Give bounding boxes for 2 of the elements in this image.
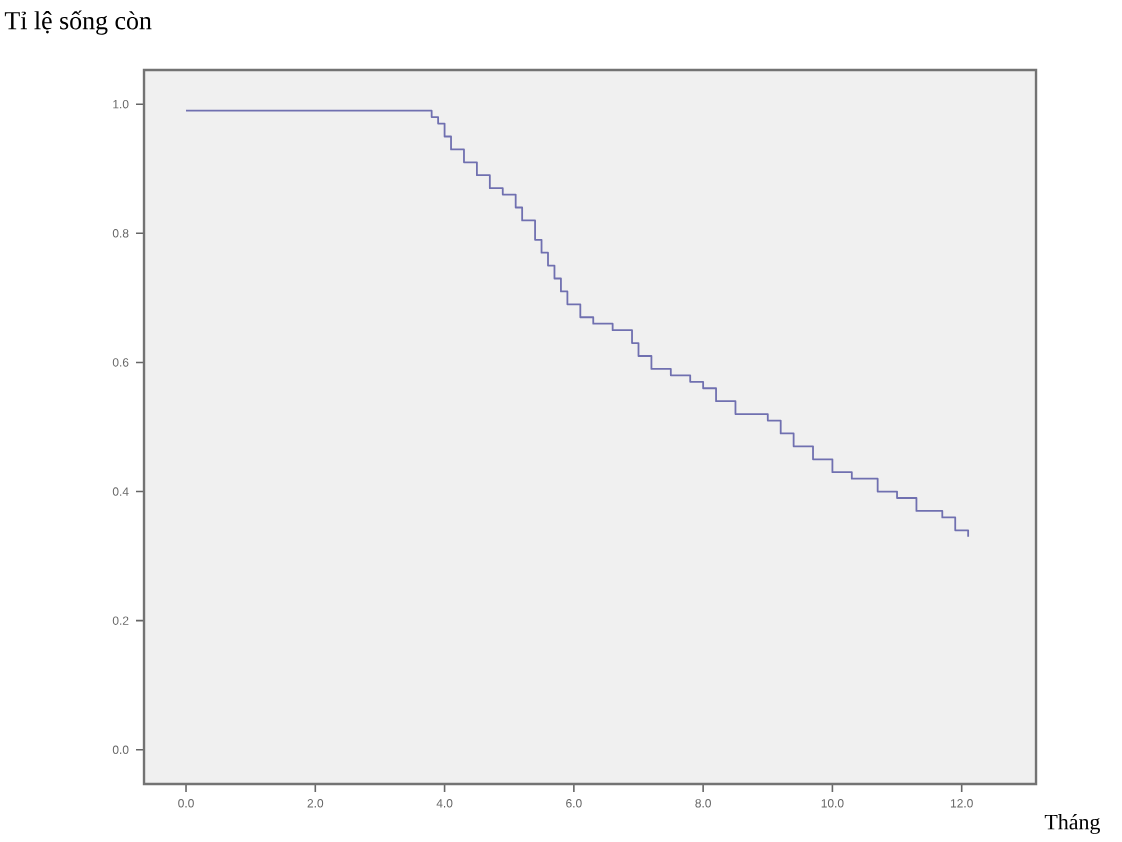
x-axis-title: Tháng: [1044, 814, 1100, 834]
y-axis-title: Tỉ lệ sống còn: [4, 10, 152, 35]
